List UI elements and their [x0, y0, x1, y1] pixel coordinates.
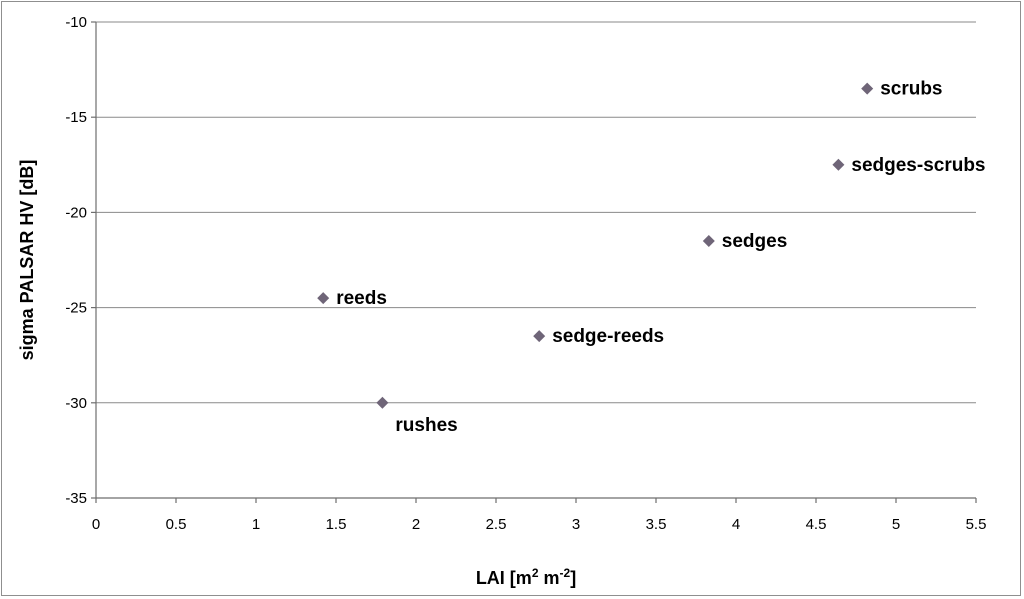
point-label-sedges-scrubs: sedges-scrubs	[851, 155, 985, 176]
x-tick-label: 0	[92, 516, 100, 533]
y-tick-label: -35	[65, 490, 87, 507]
y-tick-label: -10	[65, 14, 87, 31]
y-tick-label: -15	[65, 109, 87, 126]
data-point-reeds	[317, 292, 330, 305]
y-tick-label: -20	[65, 204, 87, 221]
data-point-sedges	[702, 234, 715, 247]
point-label-reeds: reeds	[336, 288, 387, 309]
x-tick-label: 1	[252, 516, 260, 533]
axes: -35 -30 -25 -20 -15 -10 0 0.5 1 1.5 2 2.5 3 3.5 4 4.5 5 5…	[65, 14, 986, 533]
data-point-sedge-reeds	[533, 330, 546, 343]
point-labels: reeds rushes sedge-reeds sedges sedges-scrub…	[336, 79, 985, 436]
point-label-rushes: rushes	[395, 415, 457, 436]
point-label-scrubs: scrubs	[880, 79, 942, 100]
data-point-scrubs	[861, 82, 874, 95]
x-axis-title-sup2: -2	[560, 566, 571, 580]
data-points	[317, 82, 874, 409]
x-tick-label: 1.5	[326, 516, 347, 533]
y-tick-label: -30	[65, 395, 87, 412]
x-axis-title-sup1: 2	[532, 566, 539, 580]
x-tick-label: 0.5	[166, 516, 187, 533]
x-axis-title: LAI [m2 m-2]	[476, 566, 576, 588]
x-tick-label: 5	[892, 516, 900, 533]
data-point-rushes	[376, 396, 389, 409]
x-tick-label: 4	[732, 516, 740, 533]
grid-lines	[96, 21, 976, 404]
y-tick-label: -25	[65, 300, 87, 317]
point-label-sedge-reeds: sedge-reeds	[552, 326, 664, 347]
point-label-sedges: sedges	[722, 231, 787, 252]
x-tick-label: 2	[412, 516, 420, 533]
x-tick-label: 3.5	[646, 516, 667, 533]
x-axis-title-mid: m	[539, 568, 560, 588]
x-tick-label: 5.5	[966, 516, 987, 533]
x-tick-label: 3	[572, 516, 580, 533]
y-axis-title: sigma PALSAR HV [dB]	[17, 160, 37, 361]
x-tick-label: 4.5	[806, 516, 827, 533]
data-point-sedges-scrubs	[832, 158, 845, 171]
x-tick-label: 2.5	[486, 516, 507, 533]
x-axis-title-base: LAI [m	[476, 568, 532, 588]
x-axis-title-end: ]	[570, 568, 576, 588]
